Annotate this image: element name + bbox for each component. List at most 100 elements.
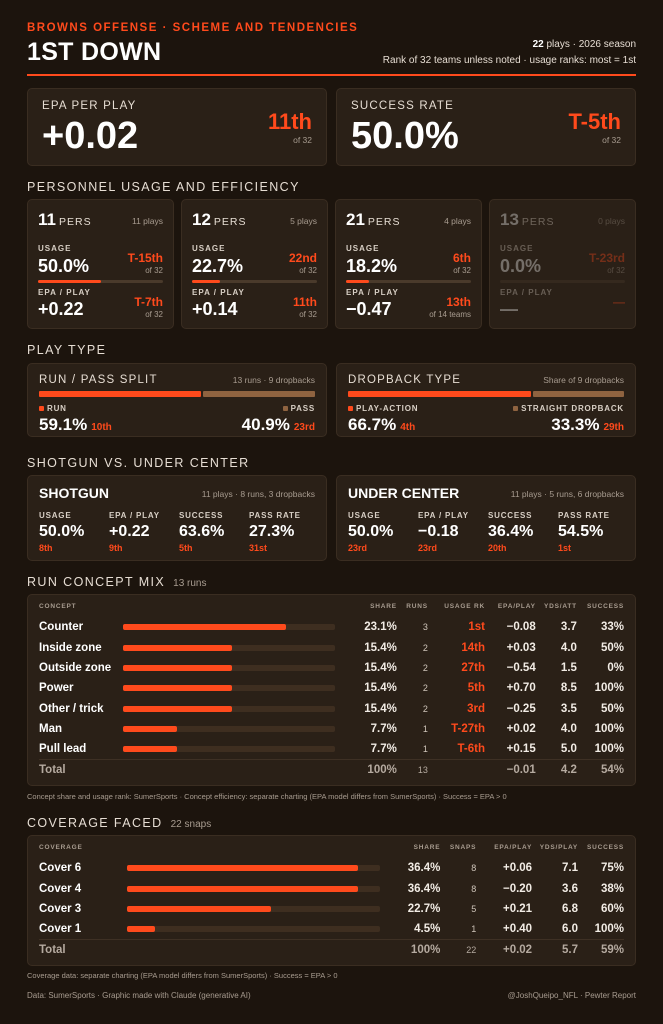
epa-card: EPA PER PLAY +0.02 11th of 32 (27, 88, 327, 166)
epa-label: EPA / PLAY (38, 288, 91, 297)
usage-rank-value: T-27th (451, 723, 485, 736)
formation-stat: SUCCESS 36.4% 20th (488, 511, 533, 553)
success-value: 100% (594, 723, 624, 736)
dropback-note: Share of 9 dropbacks (543, 375, 624, 385)
formation-stat-value: +0.22 (109, 523, 150, 540)
col-share: SHARE (413, 843, 441, 851)
formation-stat-rank: 23rd (348, 543, 368, 553)
coverage-body: Cover 6 36.4% 8 +0.06 7.1 75% Cover 4 36… (39, 858, 624, 960)
personnel-group-name: 21 PERS (346, 210, 401, 230)
table-row: Man 7.7% 1 T-27th +0.02 4.0 100% (39, 719, 624, 739)
share-bar-cell (123, 739, 346, 759)
table-row: Outside zone 15.4% 2 27th −0.54 1.5 0% (39, 658, 624, 678)
success-value: 50% (600, 702, 624, 715)
epa-rank: T-7th (134, 295, 163, 309)
share-value: 36.4% (407, 882, 441, 895)
plays-suffix: plays · 2026 season (543, 39, 636, 50)
coverage-header-row: COVERAGE SHARE SNAPS EPA/PLAY YDS/PLAY S… (39, 836, 624, 858)
share-value: 15.4% (364, 661, 397, 674)
coverage-sub: 22 snaps (170, 819, 212, 830)
usage-value: 50.0% (38, 256, 90, 276)
formation-stat-label: SUCCESS (179, 511, 224, 520)
concept-name: Man (39, 723, 62, 736)
runs-value: 2 (422, 703, 428, 714)
epa-value: −0.08 (506, 621, 536, 634)
yds-value: 3.7 (560, 621, 577, 634)
epa-value: +0.70 (506, 682, 536, 695)
col-concept: CONCEPT (39, 602, 77, 610)
share-bar-track (123, 685, 335, 692)
pass-legend: PASS (282, 404, 315, 413)
straight-dropback-legend: STRAIGHT DROPBACK (513, 404, 624, 413)
share-bar-fill (126, 885, 358, 892)
total-label: Total (39, 939, 127, 960)
usage-rank: T-15th (127, 251, 163, 265)
concept-name: Counter (39, 621, 84, 634)
total-yds: 5.7 (532, 939, 579, 960)
formation-stat-value: 63.6% (179, 523, 225, 540)
share-bar-cell (123, 658, 346, 678)
run-swatch (39, 406, 44, 411)
share-bar-cell (126, 858, 393, 878)
snaps-value: 8 (471, 863, 477, 874)
epa-label: EPA PER PLAY (42, 100, 137, 112)
concept-name: Power (39, 682, 74, 695)
run-legend-label: RUN (47, 404, 67, 413)
yds-value: 1.5 (560, 661, 577, 674)
usage-rank: T-23rd (588, 251, 625, 265)
snaps-value: 8 (471, 883, 477, 894)
play-action-legend: PLAY-ACTION (348, 404, 418, 413)
share-bar-fill (123, 664, 232, 671)
share-value: 15.4% (364, 702, 397, 715)
pers-word: PERS (521, 216, 555, 228)
usage-rank-value: 1st (468, 621, 485, 634)
share-bar-track (123, 624, 335, 631)
personnel-card-12: 12 PERS 5 plays USAGE 22.7% 22nd of 32 EP… (181, 199, 328, 329)
epa-value: +0.03 (506, 641, 536, 654)
personnel-plays: 0 plays (598, 216, 625, 226)
formation-stat-label: USAGE (39, 511, 72, 520)
share-bar-cell (123, 678, 346, 698)
share-bar-track (123, 705, 335, 712)
snaps-value: 5 (471, 903, 477, 914)
pass-legend-label: PASS (290, 404, 315, 413)
total-row: Total 100% 22 +0.02 5.7 59% (39, 939, 624, 960)
col-runs: RUNS (406, 602, 428, 610)
formation-stat-rank: 9th (109, 543, 123, 553)
plays-count: 22 (532, 39, 544, 50)
formation-stat-label: PASS RATE (249, 511, 301, 520)
formation-stat: EPA / PLAY +0.22 9th (109, 511, 160, 553)
yds-value: 6.0 (562, 923, 579, 936)
runs-value: 1 (422, 724, 428, 735)
success-value: 50.0% (351, 115, 459, 157)
success-value: 75% (600, 862, 624, 875)
col-bar-spacer (127, 836, 393, 858)
share-value: 7.7% (370, 723, 397, 736)
table-row: Power 15.4% 2 5th +0.70 8.5 100% (39, 678, 624, 698)
play-type-title: PLAY TYPE (27, 343, 107, 357)
run-concept-card: CONCEPT SHARE RUNS USAGE RK EPA/PLAY YDS… (27, 594, 636, 786)
formation-stat-value: 27.3% (249, 523, 295, 540)
share-bar-cell (126, 878, 393, 898)
epa-rank: 13th (446, 295, 471, 309)
formation-stat-value: −0.18 (418, 523, 459, 540)
epa-value: +0.40 (502, 923, 533, 936)
run-pct-value: 59.1% (39, 415, 88, 434)
success-card: SUCCESS RATE 50.0% T-5th of 32 (336, 88, 636, 166)
personnel-title: PERSONNEL USAGE AND EFFICIENCY (27, 180, 300, 194)
success-value: 0% (607, 661, 624, 674)
formation-stat-label: USAGE (348, 511, 381, 520)
personnel-card-21: 21 PERS 4 plays USAGE 18.2% 6th of 32 EPA… (335, 199, 482, 329)
formation-stat-label: PASS RATE (558, 511, 610, 520)
yds-value: 4.0 (560, 641, 577, 654)
coverage-table: COVERAGE SHARE SNAPS EPA/PLAY YDS/PLAY S… (39, 836, 624, 960)
formation-stat: PASS RATE 27.3% 31st (249, 511, 301, 553)
formation-stat: PASS RATE 54.5% 1st (558, 511, 610, 553)
col-success: SUCCESS (586, 843, 624, 851)
epa-value: +0.06 (502, 862, 533, 875)
epa-label: EPA / PLAY (192, 288, 245, 297)
header-divider (27, 74, 636, 76)
usage-value: 0.0% (500, 256, 542, 276)
epa-value: +0.21 (502, 902, 533, 915)
epa-value: +0.15 (506, 743, 536, 756)
